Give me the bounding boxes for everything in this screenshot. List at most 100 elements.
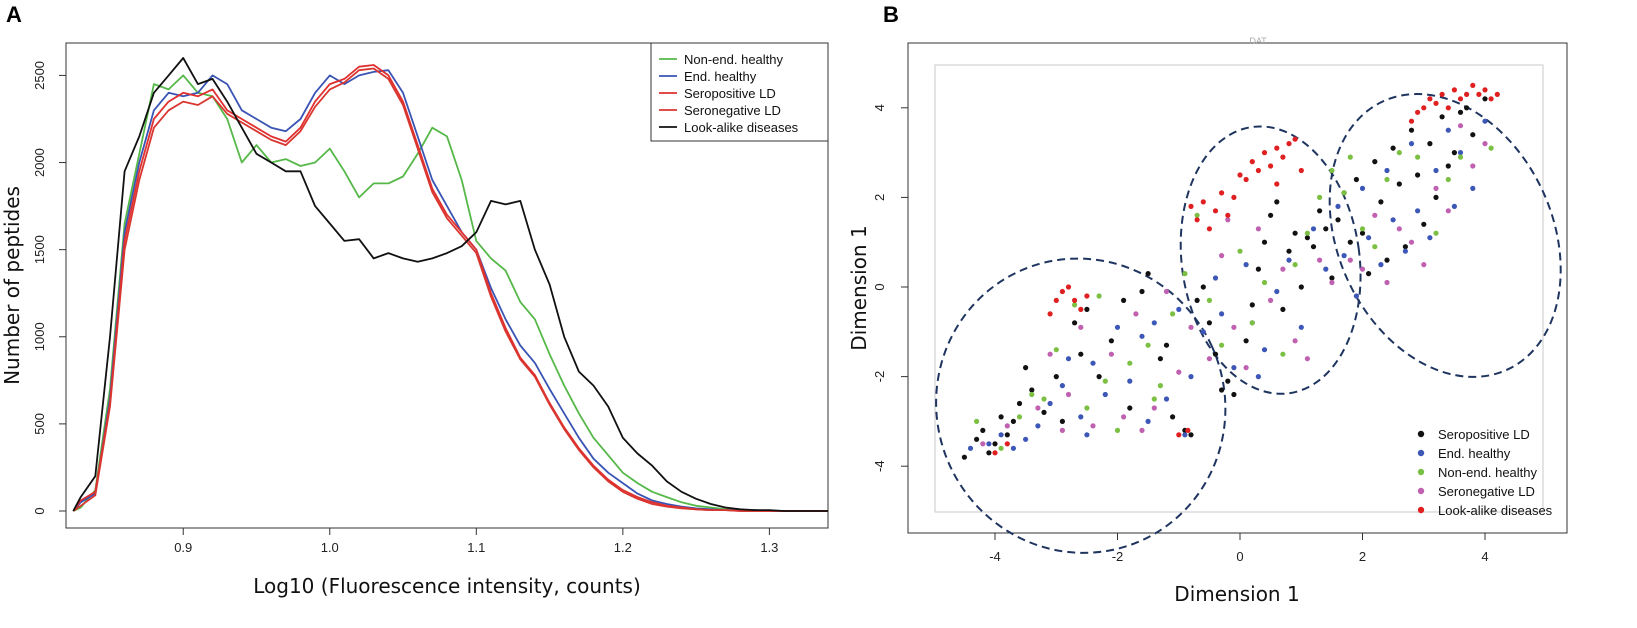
- x-axis-title-b: Dimension 1: [1174, 582, 1299, 606]
- point-end-healthy-38: [1390, 217, 1396, 223]
- point-seropositive-ld-1: [974, 436, 980, 442]
- point-end-healthy-41: [1415, 208, 1421, 214]
- cluster-ellipse-1: [935, 257, 1227, 554]
- point-seronegative-ld-32: [1433, 185, 1439, 191]
- legend-b-marker-seronegative-ld: [1417, 487, 1425, 495]
- point-seropositive-ld-12: [1072, 320, 1078, 326]
- point-non-end-healthy-24: [1329, 167, 1335, 174]
- point-non-end-healthy-18: [1249, 320, 1255, 326]
- point-look-alike-diseases-21: [1261, 150, 1268, 156]
- point-seronegative-ld-36: [1482, 141, 1488, 147]
- point-seropositive-ld-67: [1464, 105, 1470, 111]
- point-seronegative-ld-10: [1151, 405, 1157, 411]
- legend-b-marker-end-healthy: [1417, 449, 1425, 457]
- plot-frame-b: [907, 42, 1568, 534]
- point-seropositive-ld-71: [998, 414, 1004, 420]
- point-look-alike-diseases-1: [1004, 441, 1010, 447]
- density-chart: 0.9 1.0 1.1 1.2 1.3 0 500 1000 1500 2000 2500 Log10…: [0, 42, 829, 598]
- point-seropositive-ld-62: [1433, 194, 1439, 200]
- point-look-alike-diseases-22: [1268, 163, 1274, 169]
- point-seronegative-ld-2: [1035, 405, 1041, 411]
- point-seropositive-ld-18: [1127, 405, 1133, 411]
- point-end-healthy-32: [1341, 253, 1347, 259]
- point-seronegative-ld-18: [1255, 226, 1261, 232]
- point-end-healthy-37: [1384, 167, 1390, 174]
- point-seropositive-ld-73: [1219, 387, 1225, 393]
- point-seropositive-ld-59: [1415, 172, 1421, 178]
- point-end-healthy-52: [1255, 374, 1261, 380]
- point-look-alike-diseases-32: [1427, 96, 1433, 102]
- point-end-healthy-22: [1231, 365, 1237, 371]
- point-end-healthy-10: [1090, 360, 1096, 366]
- y-tick-label-a-1: 500: [32, 413, 47, 435]
- point-non-end-healthy-21: [1292, 262, 1298, 268]
- y-tick-label-b-2: 0: [872, 283, 887, 290]
- point-non-end-healthy-11: [1157, 383, 1163, 389]
- point-non-end-healthy-1: [998, 445, 1004, 451]
- point-end-healthy-50: [1145, 418, 1151, 424]
- y-tick-label-a-0: 0: [32, 507, 47, 514]
- point-seropositive-ld-19: [1139, 288, 1145, 295]
- point-seropositive-ld-29: [1225, 378, 1231, 384]
- point-end-healthy-19: [1200, 329, 1206, 335]
- point-look-alike-diseases-38: [1464, 91, 1470, 97]
- point-seropositive-ld-4: [1004, 432, 1010, 438]
- point-non-end-healthy-28: [1372, 244, 1378, 250]
- point-end-healthy-25: [1261, 347, 1268, 353]
- point-look-alike-diseases-39: [1470, 82, 1476, 88]
- point-seropositive-ld-0: [961, 454, 968, 460]
- point-seropositive-ld-60: [1421, 221, 1427, 227]
- point-end-healthy-47: [1470, 185, 1476, 191]
- legend-b-label-seropositive-ld: Seropositive LD: [1438, 427, 1530, 442]
- y-tick-label-b-3: 2: [872, 194, 887, 201]
- point-end-healthy-49: [1084, 432, 1090, 438]
- point-end-healthy-43: [1433, 167, 1439, 174]
- legend-a-label-seronegative-ld: Seronegative LD: [684, 103, 781, 118]
- point-look-alike-diseases-12: [1206, 226, 1212, 232]
- point-seropositive-ld-25: [1194, 297, 1200, 303]
- x-tick-label-b-0: -4: [989, 549, 1001, 564]
- point-look-alike-diseases-14: [1219, 190, 1225, 196]
- point-look-alike-diseases-20: [1255, 167, 1261, 174]
- point-end-healthy-12: [1114, 324, 1121, 330]
- point-look-alike-diseases-29: [1408, 118, 1415, 124]
- series-seronegative-ld: [980, 123, 1488, 447]
- point-end-healthy-3: [1010, 445, 1017, 451]
- point-non-end-healthy-4: [1053, 347, 1059, 353]
- point-non-end-healthy-32: [1433, 230, 1439, 236]
- point-end-healthy-27: [1286, 257, 1292, 263]
- point-seronegative-ld-9: [1133, 311, 1139, 317]
- point-end-healthy-8: [1065, 356, 1072, 362]
- point-seropositive-ld-52: [1372, 159, 1378, 165]
- point-seropositive-ld-30: [1231, 391, 1237, 398]
- point-seropositive-ld-15: [1096, 374, 1102, 380]
- point-end-healthy-35: [1366, 235, 1372, 241]
- point-non-end-healthy-38: [1029, 391, 1035, 398]
- point-look-alike-diseases-30: [1415, 109, 1421, 115]
- point-end-healthy-14: [1139, 333, 1145, 339]
- point-seropositive-ld-42: [1310, 244, 1317, 250]
- point-seropositive-ld-28: [1212, 351, 1219, 357]
- point-seropositive-ld-34: [1261, 239, 1268, 245]
- x-tick-label-a-2: 1.1: [467, 540, 485, 555]
- x-tick-label-a-4: 1.3: [760, 540, 778, 555]
- point-non-end-healthy-0: [974, 418, 980, 424]
- point-look-alike-diseases-2: [1053, 297, 1059, 303]
- point-non-end-healthy-8: [1114, 427, 1121, 433]
- cluster-ellipse-2: [1179, 125, 1362, 395]
- y-tick-label-a-5: 2500: [32, 61, 47, 90]
- point-look-alike-diseases-8: [1084, 293, 1090, 299]
- point-non-end-healthy-31: [1415, 154, 1421, 160]
- point-seropositive-ld-5: [1010, 418, 1017, 424]
- series-look-alike-diseases: [992, 82, 1500, 456]
- y-tick-label-b-4: 4: [872, 104, 887, 111]
- point-seronegative-ld-7: [1108, 351, 1114, 357]
- point-seropositive-ld-43: [1317, 208, 1323, 214]
- point-seronegative-ld-26: [1359, 266, 1366, 272]
- point-non-end-healthy-10: [1145, 342, 1151, 348]
- point-seropositive-ld-17: [1121, 297, 1127, 303]
- point-non-end-healthy-33: [1445, 176, 1451, 183]
- point-non-end-healthy-29: [1384, 176, 1390, 183]
- series-line-look-alike-diseases: [72, 57, 828, 512]
- point-seronegative-ld-24: [1329, 279, 1335, 286]
